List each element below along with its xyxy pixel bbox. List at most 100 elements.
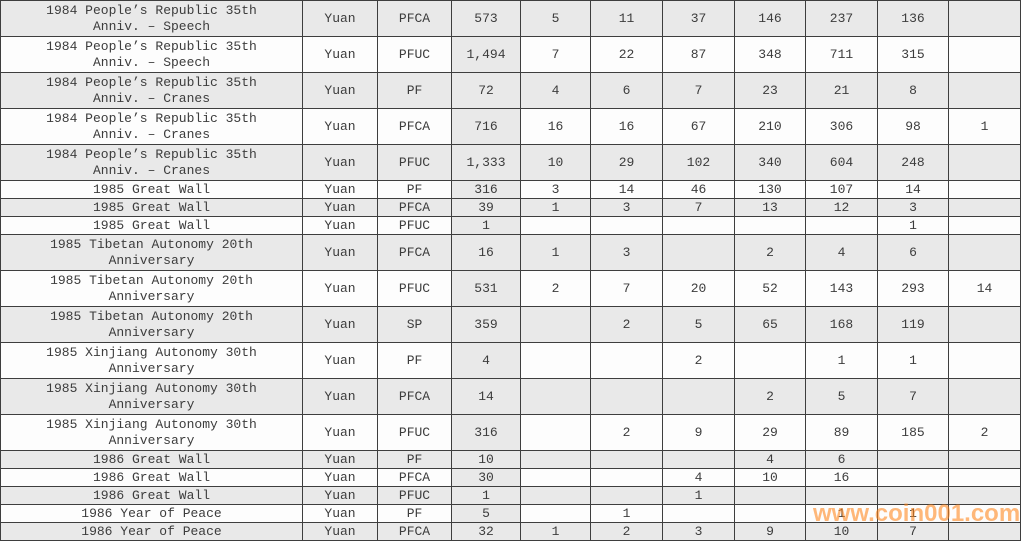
count-cell: 14 — [590, 180, 663, 199]
count-cell — [734, 504, 806, 523]
count-cell — [948, 306, 1021, 343]
count-cell — [590, 378, 663, 415]
count-cell: 23 — [734, 72, 806, 109]
total-cell: 573 — [451, 0, 521, 37]
count-cell — [877, 468, 949, 487]
count-cell — [590, 486, 663, 505]
count-cell: 7 — [520, 36, 591, 73]
coin-name-cell: 1986 Great Wall — [0, 450, 303, 469]
count-cell: 14 — [877, 180, 949, 199]
currency-cell: Yuan — [302, 234, 378, 271]
total-cell: 716 — [451, 108, 521, 145]
currency-cell: Yuan — [302, 342, 378, 379]
currency-cell: Yuan — [302, 180, 378, 199]
count-cell: 168 — [805, 306, 878, 343]
coin-name-cell: 1986 Great Wall — [0, 468, 303, 487]
count-cell: 12 — [805, 198, 878, 217]
coin-name-cell: 1985 Tibetan Autonomy 20th Anniversary — [0, 234, 303, 271]
count-cell — [948, 486, 1021, 505]
count-cell: 7 — [877, 378, 949, 415]
total-cell: 359 — [451, 306, 521, 343]
count-cell: 2 — [590, 306, 663, 343]
count-cell: 46 — [662, 180, 735, 199]
count-cell: 711 — [805, 36, 878, 73]
grade-cell: PFUC — [377, 270, 452, 307]
count-cell: 9 — [662, 414, 735, 451]
coin-name-cell: 1984 People’s Republic 35th Anniv. – Cra… — [0, 144, 303, 181]
grade-cell: PF — [377, 504, 452, 523]
grade-cell: PFCA — [377, 108, 452, 145]
table-row: 1985 Tibetan Autonomy 20th Anniversary Yu… — [0, 270, 1021, 307]
count-cell — [662, 450, 735, 469]
count-cell: 10 — [520, 144, 591, 181]
count-cell: 2 — [590, 414, 663, 451]
count-cell: 340 — [734, 144, 806, 181]
count-cell: 130 — [734, 180, 806, 199]
count-cell: 3 — [662, 522, 735, 541]
total-cell: 316 — [451, 414, 521, 451]
grade-cell: PFCA — [377, 0, 452, 37]
count-cell — [948, 216, 1021, 235]
total-cell: 10 — [451, 450, 521, 469]
count-cell: 315 — [877, 36, 949, 73]
grade-cell: PFCA — [377, 234, 452, 271]
table-row: 1984 People’s Republic 35th Anniv. – Cra… — [0, 144, 1021, 181]
currency-cell: Yuan — [302, 198, 378, 217]
total-cell: 1 — [451, 216, 521, 235]
coin-name-cell: 1984 People’s Republic 35th Anniv. – Cra… — [0, 72, 303, 109]
count-cell: 4 — [520, 72, 591, 109]
coin-name-cell: 1985 Great Wall — [0, 198, 303, 217]
count-cell: 6 — [590, 72, 663, 109]
grade-cell: SP — [377, 306, 452, 343]
coin-name-cell: 1985 Great Wall — [0, 216, 303, 235]
table-row: 1986 Year of Peace Yuan PF 5 1 1 1 — [0, 504, 1021, 523]
count-cell — [877, 486, 949, 505]
count-cell: 4 — [662, 468, 735, 487]
count-cell: 13 — [734, 198, 806, 217]
count-cell: 107 — [805, 180, 878, 199]
currency-cell: Yuan — [302, 72, 378, 109]
count-cell: 185 — [877, 414, 949, 451]
count-cell — [590, 342, 663, 379]
count-cell — [520, 216, 591, 235]
count-cell — [734, 486, 806, 505]
count-cell: 237 — [805, 0, 878, 37]
count-cell: 143 — [805, 270, 878, 307]
total-cell: 32 — [451, 522, 521, 541]
table-row: 1985 Great Wall Yuan PFUC 1 1 — [0, 216, 1021, 235]
count-cell: 89 — [805, 414, 878, 451]
count-cell: 7 — [662, 198, 735, 217]
count-cell: 1 — [877, 342, 949, 379]
count-cell: 3 — [590, 198, 663, 217]
count-cell: 22 — [590, 36, 663, 73]
count-cell: 1 — [805, 342, 878, 379]
currency-cell: Yuan — [302, 504, 378, 523]
count-cell: 248 — [877, 144, 949, 181]
grade-cell: PFCA — [377, 378, 452, 415]
count-cell: 16 — [590, 108, 663, 145]
count-cell: 6 — [877, 234, 949, 271]
coin-name-cell: 1986 Year of Peace — [0, 504, 303, 523]
currency-cell: Yuan — [302, 414, 378, 451]
count-cell — [948, 234, 1021, 271]
count-cell: 9 — [734, 522, 806, 541]
grade-cell: PFUC — [377, 216, 452, 235]
total-cell: 1 — [451, 486, 521, 505]
currency-cell: Yuan — [302, 522, 378, 541]
count-cell: 67 — [662, 108, 735, 145]
currency-cell: Yuan — [302, 36, 378, 73]
count-cell — [948, 72, 1021, 109]
count-cell: 1 — [520, 198, 591, 217]
count-cell: 3 — [877, 198, 949, 217]
count-cell — [520, 504, 591, 523]
table-row: 1986 Year of Peace Yuan PFCA 32 1 2 3 9 10 7 — [0, 522, 1021, 541]
count-cell — [948, 0, 1021, 37]
table-row: 1986 Great Wall Yuan PF 10 4 6 — [0, 450, 1021, 469]
total-cell: 316 — [451, 180, 521, 199]
count-cell: 7 — [662, 72, 735, 109]
grade-cell: PFUC — [377, 36, 452, 73]
table-row: 1985 Xinjiang Autonomy 30th Anniversary Y… — [0, 342, 1021, 379]
grade-cell: PFCA — [377, 198, 452, 217]
count-cell — [662, 504, 735, 523]
